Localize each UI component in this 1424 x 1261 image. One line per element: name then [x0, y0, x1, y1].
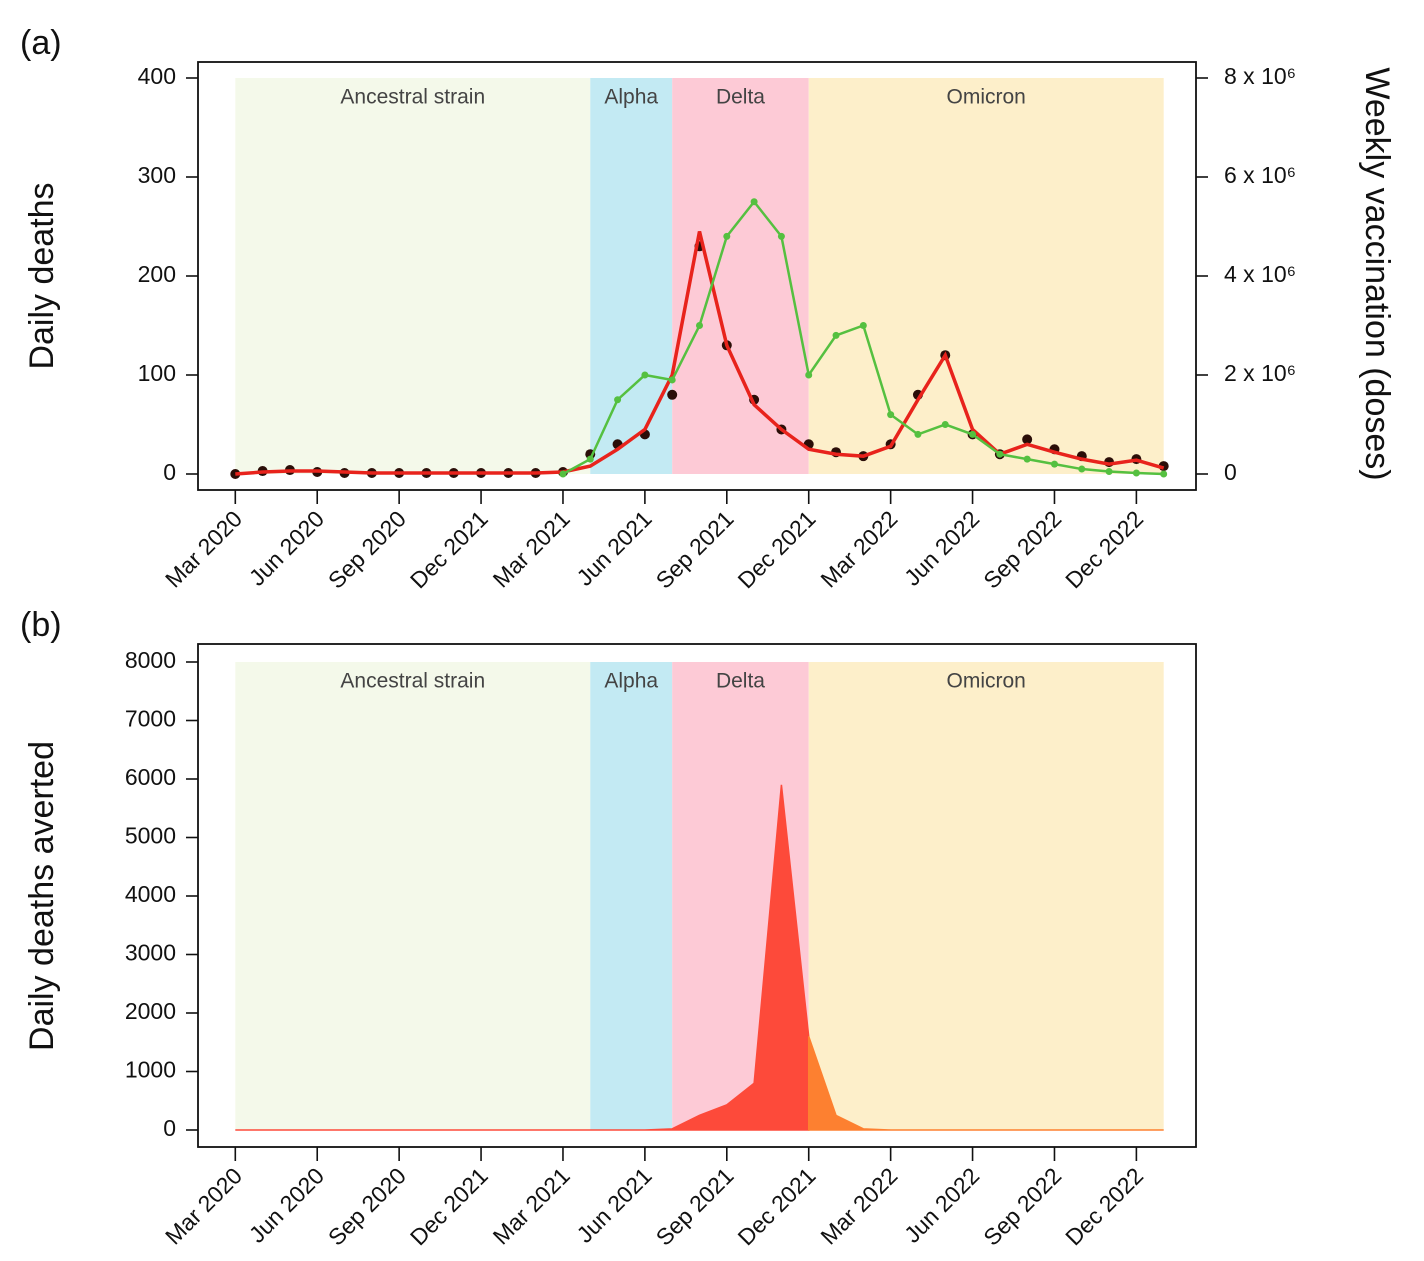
- data-point: [641, 371, 649, 379]
- data-point: [887, 411, 895, 419]
- data-point: [723, 232, 731, 240]
- data-point: [696, 322, 703, 329]
- data-point: [1105, 468, 1113, 476]
- x-tick-label: Dec 2021: [405, 1162, 493, 1250]
- x-tick-label: Jun 2022: [899, 1162, 984, 1247]
- variant-band: [235, 662, 591, 1130]
- variant-band: [672, 78, 809, 474]
- y2-tick-label: 8 x 10⁶: [1224, 63, 1296, 89]
- y-tick-label: 5000: [125, 823, 176, 849]
- area: [235, 784, 810, 1131]
- x-tick-label: Mar 2020: [160, 1162, 247, 1249]
- variant-band: [808, 662, 1164, 1130]
- data-point: [586, 455, 594, 463]
- y-tick-label: 0: [163, 1115, 176, 1141]
- series-line: [235, 231, 1165, 476]
- data-point: [996, 450, 1004, 458]
- data-point: [1022, 434, 1033, 445]
- data-point: [1078, 465, 1086, 473]
- y-tick-label: 7000: [125, 706, 176, 732]
- area: [807, 1036, 1164, 1131]
- data-point: [859, 322, 867, 329]
- data-point: [667, 389, 678, 400]
- data-point: [914, 430, 922, 438]
- panel-label: (a): [20, 24, 62, 62]
- x-tick-label: Jun 2021: [571, 1162, 656, 1247]
- data-point: [614, 396, 622, 404]
- data-point: [805, 371, 813, 379]
- x-tick-label: Mar 2021: [488, 1162, 575, 1249]
- data-point: [750, 198, 758, 206]
- data-point: [668, 376, 676, 384]
- y-tick-label: 3000: [125, 940, 176, 966]
- x-tick-label: Sep 2020: [323, 1162, 411, 1250]
- x-tick-label: Mar 2020: [160, 505, 247, 592]
- data-point: [1132, 469, 1140, 477]
- y-tick-label: 6000: [125, 764, 176, 790]
- x-tick-label: Dec 2021: [405, 505, 493, 593]
- y-tick-label: 100: [138, 360, 176, 386]
- variant-label: Alpha: [604, 86, 658, 109]
- x-tick-label: Dec 2021: [733, 505, 821, 593]
- y-tick-label: 300: [138, 162, 176, 188]
- y2-tick-label: 4 x 10⁶: [1224, 261, 1296, 287]
- y-tick-label: 1000: [125, 1057, 176, 1083]
- x-tick-label: Dec 2021: [733, 1162, 821, 1250]
- x-tick-label: Dec 2022: [1060, 505, 1148, 593]
- data-point: [1023, 455, 1031, 463]
- variant-label: Delta: [716, 670, 765, 693]
- variant-band: [590, 662, 673, 1130]
- variant-label: Alpha: [604, 670, 658, 693]
- y2-tick-label: 2 x 10⁶: [1224, 360, 1296, 386]
- y-tick-label: 200: [138, 261, 176, 287]
- y-axis-title: Daily deaths: [23, 182, 61, 369]
- y2-axis-title: Weekly vaccination (doses): [1358, 67, 1396, 480]
- variant-band: [235, 78, 591, 474]
- y-tick-label: 8000: [125, 647, 176, 673]
- data-point: [777, 232, 785, 240]
- data-point: [969, 430, 977, 438]
- x-tick-label: Sep 2021: [651, 1162, 739, 1250]
- y2-tick-label: 0: [1224, 459, 1237, 485]
- y-tick-label: 2000: [125, 998, 176, 1024]
- variant-band: [590, 78, 673, 474]
- variant-label: Delta: [716, 86, 765, 109]
- x-tick-label: Mar 2022: [815, 505, 902, 592]
- y-tick-label: 4000: [125, 881, 176, 907]
- y-axis-title: Daily deaths averted: [23, 741, 61, 1051]
- variant-label: Omicron: [947, 670, 1026, 693]
- variant-label: Ancestral strain: [340, 86, 485, 109]
- y-tick-label: 400: [138, 63, 176, 89]
- variant-label: Ancestral strain: [340, 670, 485, 693]
- x-tick-label: Mar 2021: [488, 505, 575, 592]
- x-tick-label: Jun 2021: [571, 505, 656, 590]
- data-point: [941, 421, 949, 428]
- variant-label: Omicron: [947, 86, 1026, 109]
- x-tick-label: Sep 2020: [323, 505, 411, 593]
- x-tick-label: Mar 2022: [815, 1162, 902, 1249]
- x-tick-label: Jun 2020: [244, 505, 329, 590]
- y-tick-label: 0: [163, 459, 176, 485]
- x-tick-label: Jun 2020: [244, 1162, 329, 1247]
- x-tick-label: Sep 2021: [651, 505, 739, 593]
- x-tick-label: Dec 2022: [1060, 1162, 1148, 1250]
- data-point: [1050, 460, 1058, 468]
- y2-tick-label: 6 x 10⁶: [1224, 162, 1296, 188]
- x-tick-label: Sep 2022: [978, 1162, 1066, 1250]
- x-tick-label: Jun 2022: [899, 505, 984, 590]
- data-point: [832, 331, 840, 339]
- data-point: [559, 470, 567, 478]
- variant-band: [808, 78, 1164, 474]
- panel-label: (b): [20, 606, 62, 644]
- data-point: [1160, 470, 1168, 478]
- x-tick-label: Sep 2022: [978, 505, 1066, 593]
